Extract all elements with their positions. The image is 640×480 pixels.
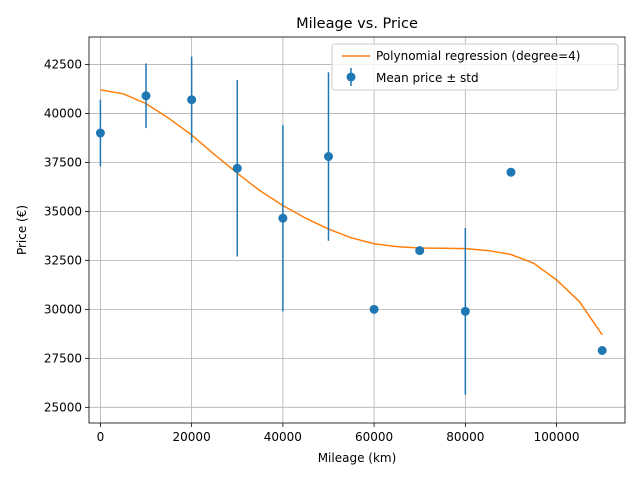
mean-price-point [278, 213, 288, 223]
x-tick-label: 0 [97, 430, 105, 444]
x-tick-label: 40000 [264, 430, 302, 444]
mean-price-point [597, 346, 607, 356]
y-tick-label: 27500 [44, 351, 82, 365]
mean-price-point [369, 304, 379, 314]
mean-price-point [323, 152, 333, 162]
chart-title: Mileage vs. Price [296, 16, 418, 32]
axis-ticks: 0 20000 40000 60000 80000 100000 25000 27500 300… [44, 57, 580, 444]
y-tick-label: 42500 [44, 57, 82, 71]
x-tick-label: 60000 [355, 430, 393, 444]
series-layer [95, 56, 607, 395]
y-tick-label: 40000 [44, 106, 82, 120]
y-tick-label: 37500 [44, 155, 82, 169]
x-tick-label: 20000 [173, 430, 211, 444]
y-axis-label: Price (€) [15, 205, 29, 255]
mean-price-point [187, 95, 197, 105]
x-tick-label: 100000 [534, 430, 580, 444]
x-axis-label: Mileage (km) [318, 451, 397, 465]
x-tick-label: 80000 [446, 430, 484, 444]
y-tick-label: 25000 [44, 400, 82, 414]
legend-label-regression: Polynomial regression (degree=4) [376, 49, 581, 63]
regression-line [100, 89, 603, 336]
mean-price-point [95, 128, 105, 138]
plot-frame [88, 36, 626, 424]
mean-price-point [141, 91, 151, 101]
y-tick-label: 35000 [44, 204, 82, 218]
legend-frame [331, 43, 619, 91]
legend: Polynomial regression (degree=4) Mean pr… [331, 43, 619, 91]
y-tick-label: 30000 [44, 302, 82, 316]
mean-price-point [232, 163, 242, 173]
legend-label-mean: Mean price ± std [376, 71, 479, 85]
y-tick-label: 32500 [44, 253, 82, 267]
mean-price-point [506, 167, 516, 177]
legend-marker-swatch [346, 72, 356, 82]
mean-price-point [415, 246, 425, 256]
mean-price-point [460, 306, 470, 316]
